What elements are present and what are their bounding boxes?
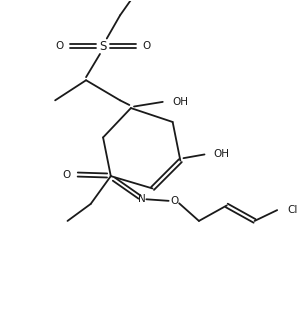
Text: S: S [99, 40, 107, 53]
Text: O: O [56, 41, 64, 51]
Text: O: O [63, 169, 71, 179]
Text: O: O [170, 196, 178, 206]
Text: N: N [138, 194, 146, 204]
Text: OH: OH [214, 149, 230, 159]
Text: O: O [142, 41, 150, 51]
Text: OH: OH [172, 97, 188, 107]
Text: Cl: Cl [287, 205, 297, 215]
